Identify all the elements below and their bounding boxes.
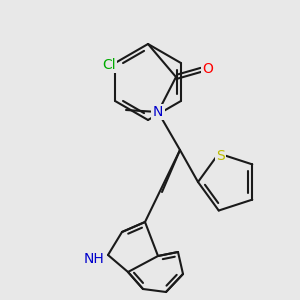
Text: Cl: Cl [102,58,116,72]
Text: NH: NH [83,252,104,266]
Text: O: O [202,62,213,76]
Text: N: N [153,105,163,119]
Text: S: S [216,149,225,164]
